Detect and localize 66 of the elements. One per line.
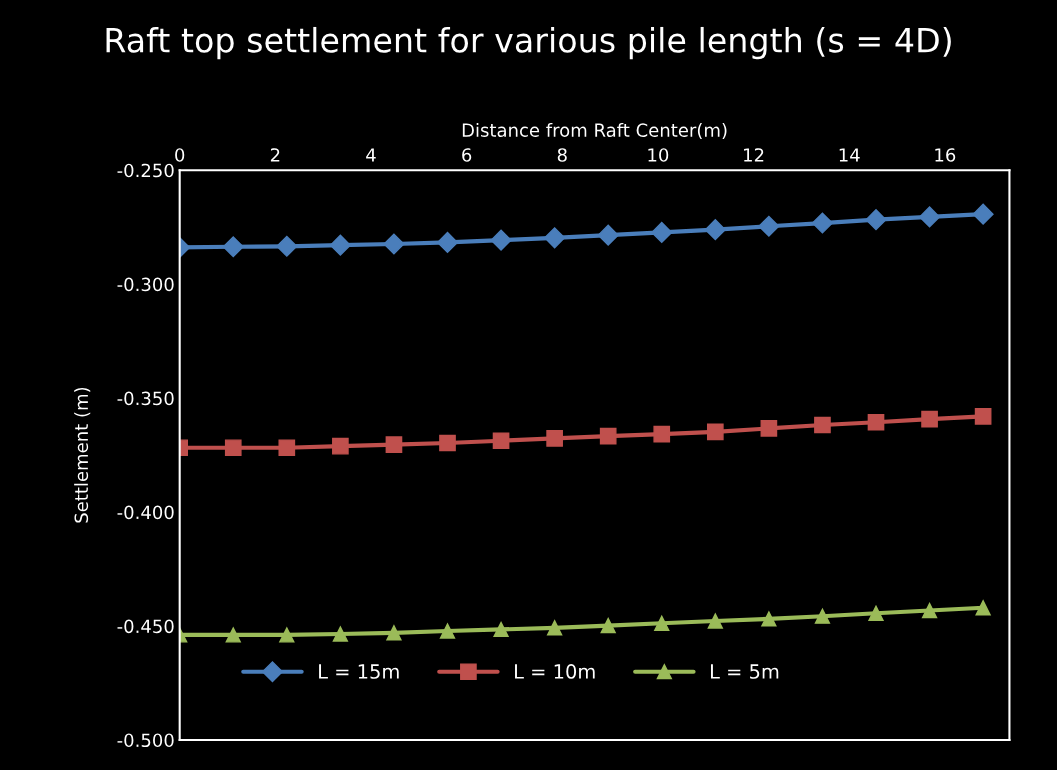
legend-label: L = 5m [710, 664, 779, 679]
point [546, 430, 563, 447]
point [386, 625, 402, 641]
point [278, 439, 296, 457]
x-tick-label: 4 [366, 148, 376, 162]
y-tick-label: -0.450 [117, 619, 174, 634]
x-tick-label: 12 [744, 148, 764, 162]
x-tick-label: 10 [648, 148, 669, 162]
point [279, 627, 295, 643]
point [597, 224, 619, 246]
y-axis-title: Settlement (m) [74, 387, 91, 523]
legend-label: L = 10m [515, 664, 595, 679]
x-tick-label: 0 [175, 148, 185, 162]
point [544, 227, 566, 249]
point [921, 602, 938, 619]
chart-title: Raft top settlement for various pile length (s = 4D) [106, 26, 951, 60]
point [383, 233, 405, 255]
point [707, 613, 723, 629]
point [760, 420, 778, 437]
point [329, 234, 351, 256]
y-tick-label: -0.250 [117, 163, 174, 178]
point [814, 608, 831, 624]
x-tick-label: 16 [935, 148, 956, 162]
y-tick-label: -0.350 [117, 391, 174, 406]
point [600, 617, 616, 634]
point [546, 620, 563, 636]
x-tick-label: 14 [839, 148, 860, 162]
point [972, 203, 994, 225]
point [868, 605, 884, 621]
point [919, 206, 941, 228]
point [761, 611, 777, 627]
point [706, 423, 724, 441]
point [222, 236, 244, 258]
point [492, 432, 510, 450]
point [493, 621, 509, 638]
point [276, 235, 298, 257]
point [975, 600, 991, 616]
point [867, 413, 885, 431]
point [332, 626, 349, 642]
point [332, 437, 349, 455]
point [814, 416, 831, 434]
legend-label: L = 15m [319, 664, 399, 679]
point [224, 439, 242, 457]
x-tick-label: 2 [270, 148, 280, 162]
point [436, 231, 459, 253]
point [704, 219, 726, 241]
point [225, 627, 241, 643]
y-tick-label: -0.400 [117, 505, 174, 520]
point [758, 215, 780, 237]
x-tick-label: 6 [462, 148, 472, 162]
point [921, 410, 938, 428]
point [651, 221, 673, 243]
y-tick-label: -0.500 [117, 733, 174, 748]
point [865, 209, 887, 231]
point [439, 623, 456, 639]
point [599, 427, 617, 445]
point [385, 436, 403, 453]
point [653, 425, 671, 443]
point [490, 229, 512, 251]
x-axis-title: Distance from Raft Center(m) [462, 123, 727, 140]
point [974, 407, 992, 425]
point [654, 615, 670, 631]
point [811, 212, 833, 234]
point [439, 434, 456, 452]
y-tick-label: -0.300 [117, 277, 174, 292]
x-tick-label: 8 [557, 148, 567, 162]
